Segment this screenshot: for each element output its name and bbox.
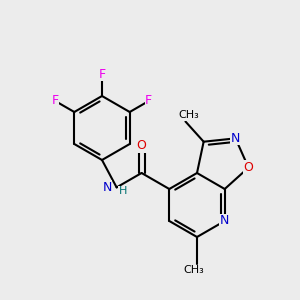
Text: N: N	[231, 132, 240, 145]
Text: F: F	[145, 94, 152, 107]
Text: N: N	[220, 214, 230, 227]
Text: O: O	[244, 161, 254, 174]
Text: N: N	[102, 181, 112, 194]
Text: CH₃: CH₃	[184, 265, 204, 275]
Text: F: F	[52, 94, 59, 107]
Text: H: H	[118, 186, 127, 197]
Text: O: O	[136, 139, 146, 152]
Text: CH₃: CH₃	[178, 110, 199, 121]
Text: F: F	[98, 68, 106, 80]
